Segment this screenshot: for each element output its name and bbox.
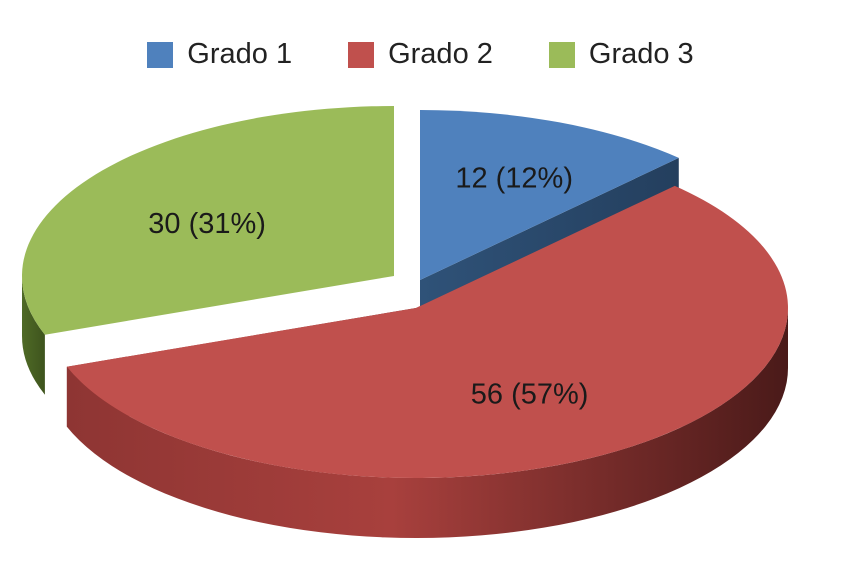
legend-label-grado-1: Grado 1 [187, 38, 293, 70]
data-label-grado-3: 30 (31%) [148, 208, 266, 240]
legend-swatch-grado-3 [548, 41, 575, 68]
legend-item-grado-1: Grado 1 [147, 38, 292, 71]
legend-swatch-grado-1 [147, 41, 174, 68]
data-label-grado-2: 56 (57%) [471, 378, 589, 410]
legend-swatch-grado-2 [348, 41, 375, 68]
legend-item-grado-2: Grado 2 [348, 38, 493, 71]
legend: Grado 1 Grado 2 Grado 3 [0, 38, 841, 71]
legend-label-grado-3: Grado 3 [588, 38, 694, 70]
slice-grado-1 [420, 110, 679, 280]
slice-side-grado-2 [66, 308, 788, 538]
slice-side-grado-3 [22, 276, 45, 395]
legend-item-grado-3: Grado 3 [548, 38, 694, 71]
slice-grado-2 [66, 185, 788, 478]
slice-grado-3 [21, 106, 395, 335]
data-label-grado-1: 12 (12%) [455, 162, 573, 194]
legend-label-grado-2: Grado 2 [388, 38, 493, 70]
